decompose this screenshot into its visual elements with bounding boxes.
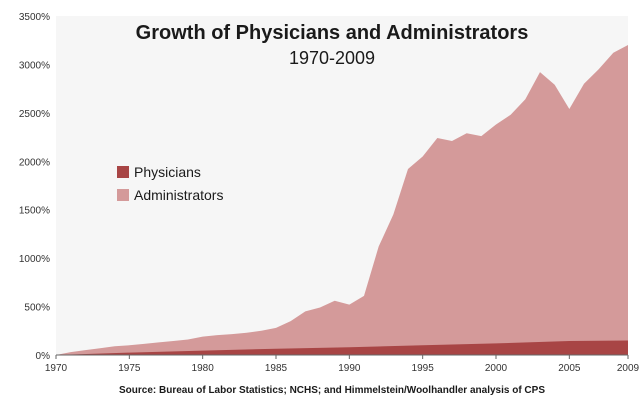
x-tick-label: 1990: [338, 363, 361, 374]
chart-subtitle: 1970-2009: [289, 48, 375, 68]
x-tick-label: 1995: [412, 363, 435, 374]
x-tick-label: 2005: [558, 363, 581, 374]
y-tick-label: 1000%: [19, 254, 50, 265]
y-tick-label: 0%: [36, 351, 51, 362]
y-tick-label: 1500%: [19, 206, 50, 217]
x-tick-label: 1975: [118, 363, 141, 374]
legend-label-physicians: Physicians: [134, 164, 201, 180]
x-tick-label: 1970: [45, 363, 68, 374]
area-physicians: [56, 340, 628, 355]
x-tick-label: 1980: [192, 363, 215, 374]
y-tick-label: 2500%: [19, 109, 50, 120]
chart-title: Growth of Physicians and Administrators: [136, 22, 529, 44]
legend: Physicians Administrators: [117, 164, 223, 203]
y-tick-label: 2000%: [19, 157, 50, 168]
legend-swatch-physicians: [117, 166, 129, 178]
y-tick-label: 3500%: [19, 12, 50, 23]
x-axis-ticks: 1970 1975 1980 1985 1990 1995 2000 2005 2009: [45, 355, 640, 374]
y-tick-label: 500%: [24, 303, 50, 314]
y-tick-label: 3000%: [19, 60, 50, 71]
x-tick-label: 1985: [265, 363, 288, 374]
legend-swatch-administrators: [117, 189, 129, 201]
legend-label-administrators: Administrators: [134, 187, 223, 203]
x-tick-label: 2009: [617, 363, 640, 374]
source-note: Source: Bureau of Labor Statistics; NCHS…: [119, 385, 545, 396]
x-tick-label: 2000: [485, 363, 508, 374]
area-administrators: [56, 45, 628, 356]
y-axis-ticks: 0% 500% 1000% 1500% 2000% 2500% 3000% 3500%: [19, 12, 50, 362]
area-layer: [56, 45, 628, 356]
